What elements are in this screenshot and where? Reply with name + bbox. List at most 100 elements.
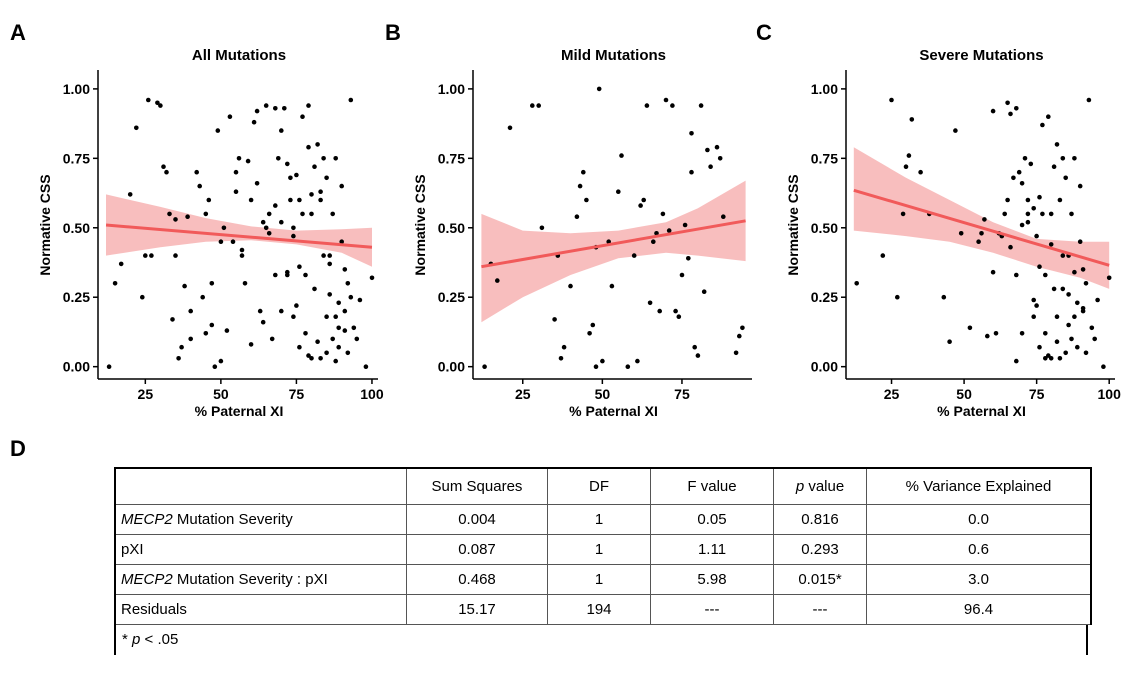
confidence-band [853,147,1110,289]
header-empty [114,467,407,505]
data-point [1083,350,1089,356]
row-label-rest: Mutation Severity [172,511,293,528]
data-point [689,131,694,136]
data-point [179,344,184,350]
data-point [733,350,739,356]
footnote-prefix: * [122,631,133,648]
cell-f-value: --- [650,594,774,625]
data-point [1011,175,1016,181]
data-point [297,344,302,350]
data-point [941,294,947,300]
confidence-band [106,194,372,267]
data-point [158,103,163,108]
data-point [663,97,669,103]
data-point [221,225,227,231]
data-point [182,283,187,289]
header-p-italic: p [795,478,805,495]
y-tick-label: 1.00 [63,81,90,97]
data-point [218,358,224,364]
data-point [342,328,348,333]
data-point [327,292,333,297]
data-point [285,161,290,167]
data-point [1031,297,1036,303]
data-point [318,356,323,361]
data-point [985,333,990,339]
data-point [854,281,859,286]
data-point [282,106,287,111]
data-point [967,325,973,331]
chart-title: All Mutations [192,47,286,64]
data-point [348,97,354,103]
cell-df: 1 [547,534,651,565]
data-point [657,308,662,314]
data-point [1014,272,1019,278]
data-point [263,103,269,108]
data-point [330,211,336,217]
cell-sum-squares: 0.468 [406,564,548,595]
data-point [651,239,656,244]
data-point [740,325,745,331]
data-point [647,300,653,306]
data-point [530,103,535,108]
data-point [297,264,302,270]
data-point [269,336,275,342]
data-point [609,283,615,289]
data-point [976,239,981,244]
cell-p-value: 0.293 [773,534,867,565]
data-point [106,364,112,370]
data-point [1008,111,1013,117]
header-df: DF [547,467,651,505]
data-point [291,233,296,239]
data-point [1048,356,1054,361]
y-tick-label: 0.50 [811,220,838,236]
data-point [273,272,278,278]
data-point [1014,358,1019,364]
data-point [345,281,351,286]
anova-table: Sum Squares DF F value p value % Varianc… [114,467,1092,625]
cell-p-value: 0.816 [773,504,867,535]
data-point [170,317,175,322]
data-point [737,333,742,339]
y-tick-label: 1.00 [438,81,465,97]
row-label-italic: MECP2 [121,571,173,588]
cell-df: 1 [547,504,651,535]
regression-line [481,219,746,269]
data-point [173,253,178,258]
y-tick-label: 0.25 [811,289,838,305]
data-point [1060,286,1066,292]
data-point [309,192,314,197]
data-point [321,253,326,258]
data-point [1075,300,1080,306]
data-point [1063,350,1068,356]
data-point [1077,239,1083,244]
data-point [670,103,675,108]
data-point [112,281,118,286]
data-point [167,211,172,217]
data-point [1040,122,1045,128]
data-point [279,128,284,133]
row-label: pXI [114,534,407,565]
data-point [909,117,915,122]
data-point [1037,344,1042,350]
data-point [1066,292,1071,297]
data-point [644,103,650,108]
data-point [895,294,900,300]
x-tick-label: 50 [595,386,611,402]
data-point [215,128,221,133]
data-point [1077,183,1083,189]
data-point [209,281,215,286]
data-point [327,261,333,267]
data-point [239,247,245,253]
data-point [273,106,278,111]
data-point [638,203,643,208]
data-point [654,231,659,236]
data-point [324,314,329,320]
data-point [306,353,311,358]
data-point [1025,211,1031,217]
data-point [1019,331,1025,336]
data-point [294,172,299,178]
data-point [1072,269,1077,275]
data-point [574,214,580,219]
header-f-value: F value [650,467,774,505]
data-point [689,169,694,175]
